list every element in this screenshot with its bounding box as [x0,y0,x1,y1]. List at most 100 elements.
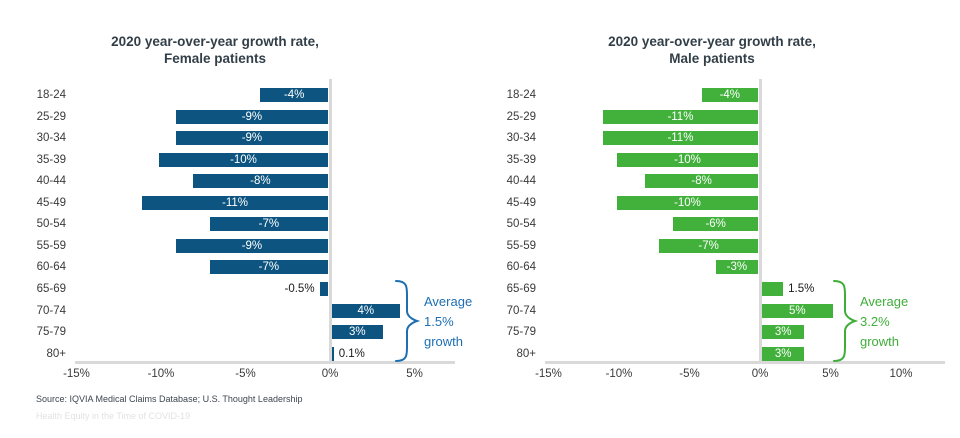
chart-title-line: Male patients [669,50,755,66]
bar-value-label: -8% [691,175,712,188]
bar-55-59: -9% [175,238,328,253]
chart-title-line: 2020 year-over-year growth rate, [111,34,319,49]
bar-45-49: -10% [617,195,758,210]
category-axis-label: 30-34 [36,132,66,145]
chart-title-line: Female patients [163,50,267,66]
bar-18-24: -4% [701,88,758,102]
bar-value-label: -11% [667,132,694,145]
x-axis-tick: 10% [889,368,913,380]
chart-title: 2020 year-over-year growth rate, Female p… [55,34,375,67]
x-axis-tick: -15% [63,368,90,380]
x-axis-tick: -10% [147,368,175,380]
bar-70-74: 5% [762,303,833,318]
bar-70-74: 4% [332,303,400,318]
x-axis-tick: -15% [535,368,562,380]
bar-value-label: 5% [788,304,806,317]
bar-value-label: -9% [241,110,263,123]
category-axis-label: 65-69 [506,282,536,295]
bar-value-label: 4% [357,304,375,317]
chart-title-line: 2020 year-over-year growth rate, [608,34,816,49]
average-annotation: Average 1.5% growth [424,294,473,349]
category-axis-label: 18-24 [36,89,66,101]
category-axis-label: 60-64 [506,261,536,274]
bar-35-39: -10% [159,152,328,167]
category-axis-label: 25-29 [506,110,536,123]
bar-value-label: 3% [349,326,366,339]
category-axis-label: 50-54 [506,218,536,231]
bar-value-label: -11% [667,110,694,123]
category-axis-label: 65-69 [36,282,66,295]
category-axis-label: 40-44 [36,175,66,188]
bar-value-label: -0.5% [284,282,315,295]
x-axis-tick: -5% [235,368,256,380]
bar-value-label: -4% [719,89,741,101]
bar-35-39: -10% [617,152,758,167]
bar-value-label: -10% [674,153,701,166]
bar-60-64: -7% [209,260,328,275]
category-axis-label: 50-54 [36,218,66,231]
zero-gridline [328,79,332,361]
x-axis-tick: -10% [605,368,633,380]
x-axis-line [75,361,455,364]
average-bracket [395,280,420,362]
bar-25-29: -11% [602,109,758,124]
category-axis-label: 70-74 [36,304,66,317]
category-axis-label: 80+ [516,347,536,360]
x-axis-tick: 0% [751,368,769,380]
bar-value-label: -11% [222,196,249,209]
category-axis-label: 45-49 [506,196,536,209]
x-axis-line [545,361,945,364]
category-axis-label: 45-49 [36,196,66,209]
bar-55-59: -7% [659,238,758,253]
category-axis-label: 70-74 [506,304,536,317]
category-axis-label: 18-24 [506,89,536,101]
category-axis-label: 75-79 [506,326,536,339]
bar-value-label: -6% [705,218,726,231]
zero-gridline [758,79,762,361]
bar-value-label: -7% [258,218,280,231]
bar-75-79: 3% [762,325,805,340]
bar-30-34: -11% [602,131,758,146]
bar-25-29: -9% [175,109,328,124]
bar-value-label: 3% [774,347,792,360]
bar-value-label: -7% [258,261,280,274]
category-axis-label: 75-79 [36,326,66,339]
bar-30-34: -9% [175,131,328,146]
bar-value-label: -10% [674,196,701,209]
bar-value-label: 1.5% [788,282,815,295]
category-axis-label: 25-29 [36,110,66,123]
average-bracket [833,280,858,362]
bar-50-54: -6% [673,217,758,232]
category-axis-label: 30-34 [506,132,536,145]
bar-value-label: -9% [241,239,263,252]
category-axis-label: 35-39 [36,153,66,166]
bar-50-54: -7% [209,217,328,232]
bar-value-label: -9% [241,132,263,145]
bar-18-24: -4% [260,88,328,102]
bar-value-label: -10% [230,153,257,166]
bar-value-label: -3% [726,261,748,274]
bar-value-label: -8% [250,175,271,188]
source-note: Source: IQVIA Medical Claims Database; U… [36,394,303,404]
bar-45-49: -11% [142,195,328,210]
bar-40-44: -8% [192,174,328,189]
category-axis-label: 40-44 [506,175,536,188]
x-axis-tick: 0% [321,368,339,380]
category-axis-label: 80+ [46,347,66,360]
category-axis-label: 35-39 [506,153,536,166]
bar-80+ [332,346,334,361]
bar-value-label: 3% [774,326,792,339]
bar-value-label: -7% [698,239,719,252]
bar-value-label: 0.1% [338,347,365,360]
bar-80+: 3% [762,346,805,361]
category-axis-label: 60-64 [36,261,66,274]
x-axis-tick: -5% [679,368,700,380]
category-axis-label: 55-59 [506,239,536,252]
bar-40-44: -8% [645,174,758,189]
chart-title: 2020 year-over-year growth rate, Male pat… [552,34,872,67]
average-annotation: Average 3.2% growth [860,294,909,349]
bar-65-69 [319,281,328,296]
bar-75-79: 3% [332,325,383,340]
